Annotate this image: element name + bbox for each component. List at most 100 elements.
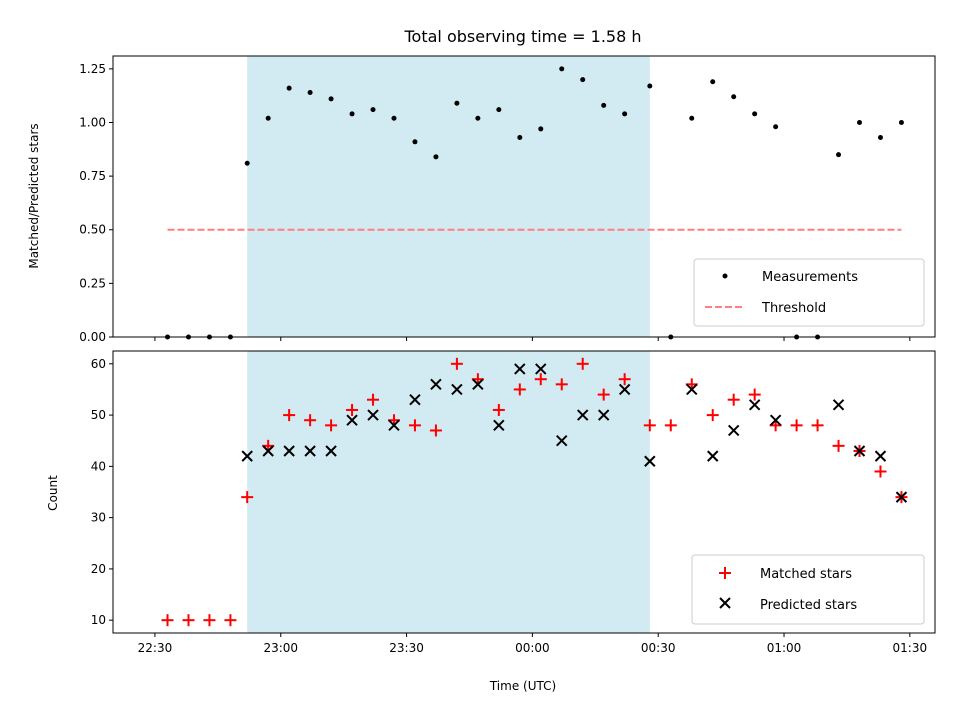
measurement-point — [559, 66, 565, 72]
matched-star-point — [748, 388, 761, 401]
measurement-point — [689, 115, 695, 121]
matched-star-point — [790, 419, 803, 432]
count-axes-frame — [112, 350, 936, 634]
predicted-star-point — [325, 445, 337, 457]
ratio-panel: Total observing time = 1.58 h Matched/Pr… — [27, 27, 936, 344]
legend-measurements-label: Measurements — [762, 270, 858, 285]
predicted-star-point — [535, 363, 547, 375]
matched-star-point — [224, 614, 237, 627]
predicted-star-point — [304, 445, 316, 457]
measurement-point — [898, 119, 904, 125]
matched-star-point — [664, 419, 677, 432]
measurement-point — [286, 85, 292, 91]
matched-star-point — [643, 419, 656, 432]
measurement-point — [496, 107, 502, 113]
count-panel: Count Time (UTC) 10 20 30 40 50 60 22:30 23:00 2… — [46, 350, 936, 693]
matched-star-point — [727, 393, 740, 406]
count-y-axis-label: Count — [46, 475, 60, 511]
count-legend-box — [691, 554, 925, 625]
measurement-point — [710, 79, 716, 85]
ratio-ytick-label-5: 1.25 — [79, 62, 106, 76]
measurement-point — [752, 111, 758, 117]
matched-star-point — [203, 614, 216, 627]
matched-star-point — [182, 614, 195, 627]
x-tick-label-3: 00:00 — [515, 641, 550, 655]
x-tick-label-4: 00:30 — [641, 641, 676, 655]
matched-star-point — [534, 373, 547, 386]
measurement-point — [538, 126, 544, 132]
matched-star-point — [325, 419, 338, 432]
measurement-point — [433, 154, 439, 160]
matched-star-point — [706, 409, 719, 422]
measurement-point — [391, 115, 397, 121]
predicted-star-point — [493, 419, 505, 432]
measurement-point — [580, 77, 586, 83]
matched-star-point — [283, 409, 296, 422]
predicted-star-point — [514, 363, 526, 375]
predicted-star-point — [769, 414, 782, 426]
ratio-ytick-label-1: 0.25 — [79, 276, 106, 290]
predicted-star-point — [853, 445, 866, 457]
predicted-star-point — [874, 450, 887, 462]
predicted-star-point — [388, 419, 400, 432]
measurement-point — [601, 102, 607, 108]
legend-measurements-marker — [722, 273, 728, 279]
matched-star-point — [513, 383, 526, 396]
x-tick-label-1: 23:00 — [263, 641, 298, 655]
predicted-star-point — [832, 399, 845, 411]
predicted-star-point — [895, 491, 908, 503]
matched-star-point — [367, 393, 380, 406]
predicted-star-point — [597, 409, 610, 421]
predicted-star-point — [472, 378, 484, 391]
measurement-point — [349, 111, 355, 117]
predicted-star-point — [618, 383, 631, 396]
x-tick-label-5: 01:00 — [767, 641, 802, 655]
matched-star-point — [161, 614, 174, 627]
matched-star-point — [241, 491, 254, 504]
predicted-star-point — [686, 383, 698, 396]
count-observing-window — [247, 351, 650, 633]
matched-star-point — [576, 357, 589, 370]
matched-star-point — [346, 403, 359, 416]
matched-star-point — [429, 424, 442, 437]
predicted-star-point — [644, 455, 656, 467]
measurement-point — [412, 139, 418, 145]
ratio-y-axis-label: Matched/Predicted stars — [27, 123, 41, 268]
predicted-star-point — [451, 383, 463, 396]
ratio-ytick-label-0: 0.00 — [79, 330, 106, 344]
ratio-legend: Measurements Threshold — [693, 258, 925, 327]
count-ytick-label-1: 20 — [91, 562, 106, 576]
ratio-axes-frame — [112, 55, 936, 338]
matched-star-point — [555, 378, 568, 391]
matched-star-point — [450, 357, 463, 370]
predicted-star-point — [748, 399, 761, 411]
measurement-point — [454, 100, 460, 106]
measurement-point — [622, 111, 628, 117]
matched-star-point — [874, 465, 887, 478]
measurement-point — [517, 135, 523, 141]
predicted-star-point — [707, 450, 719, 462]
ratio-legend-box — [693, 258, 925, 327]
matched-star-point — [492, 403, 505, 416]
measurement-point — [773, 124, 779, 130]
measurement-point — [328, 96, 334, 102]
predicted-star-point — [409, 394, 421, 406]
chart-title: Total observing time = 1.58 h — [403, 27, 641, 46]
measurement-point — [836, 152, 842, 158]
measurement-point — [307, 89, 313, 95]
measurement-point — [475, 115, 481, 121]
measurement-point — [731, 94, 737, 100]
legend-matched-label: Matched stars — [760, 567, 852, 582]
matched-star-point — [811, 419, 824, 432]
ratio-plot-area: 0.00 0.25 0.50 0.75 1.00 1.25 — [79, 55, 936, 344]
x-tick-label-6: 01:30 — [893, 641, 928, 655]
count-plot-area: 10 20 30 40 50 60 22:30 23:00 23:30 00:00 00:30 01:… — [91, 350, 936, 655]
measurement-point — [877, 135, 883, 141]
predicted-star-point — [283, 445, 295, 457]
x-axis-label: Time (UTC) — [489, 679, 556, 693]
legend-threshold-label: Threshold — [761, 301, 826, 316]
predicted-star-point — [346, 414, 358, 426]
measurement-point — [857, 119, 863, 125]
measurement-point — [265, 115, 271, 121]
